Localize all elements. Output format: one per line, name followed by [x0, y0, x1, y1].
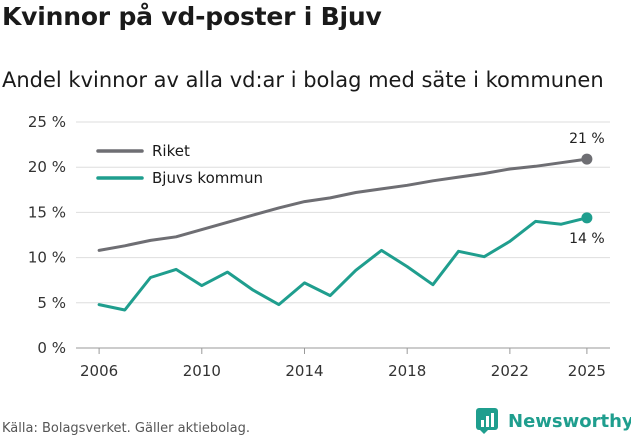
y-tick-label: 25 % — [28, 113, 66, 131]
x-axis-ticks: 2006 2010 2014 2018 2022 2025 — [80, 348, 606, 380]
x-tick-label: 2025 — [568, 362, 606, 380]
x-tick-label: 2018 — [388, 362, 426, 380]
legend-label: Riket — [152, 142, 190, 160]
y-tick-label: 10 % — [28, 249, 66, 267]
end-value-label: 21 % — [569, 131, 605, 147]
end-labels: 21 % 14 % — [569, 131, 605, 247]
y-tick-label: 5 % — [37, 294, 66, 312]
y-axis-ticks: 0 % 5 % 10 % 15 % 20 % 25 % — [28, 113, 66, 357]
chart-subtitle: Andel kvinnor av alla vd:ar i bolag med … — [2, 68, 604, 92]
legend-label: Bjuvs kommun — [152, 169, 263, 187]
y-tick-label: 15 % — [28, 203, 66, 221]
end-point-bjuvs-kommun — [581, 212, 593, 224]
chart-title: Kvinnor på vd-poster i Bjuv — [2, 2, 382, 31]
legend: Riket Bjuvs kommun — [96, 142, 263, 187]
series-line-riket — [97, 157, 589, 252]
x-tick-label: 2014 — [285, 362, 323, 380]
grid-lines — [76, 121, 610, 349]
series-lines — [97, 153, 593, 312]
end-value-label: 14 % — [569, 231, 605, 247]
brand-logo: Newsworthy — [476, 408, 631, 434]
brand-name: Newsworthy — [508, 410, 631, 432]
end-point-riket — [581, 153, 593, 165]
y-tick-label: 20 % — [28, 158, 66, 176]
bar-chart-logo-icon — [476, 408, 498, 434]
y-tick-label: 0 % — [37, 339, 66, 357]
x-tick-label: 2006 — [80, 362, 118, 380]
source-note: Källa: Bolagsverket. Gäller aktiebolag. — [2, 421, 251, 436]
x-tick-label: 2010 — [183, 362, 221, 380]
x-tick-label: 2022 — [491, 362, 529, 380]
series-line-bjuvs-kommun — [97, 216, 589, 312]
